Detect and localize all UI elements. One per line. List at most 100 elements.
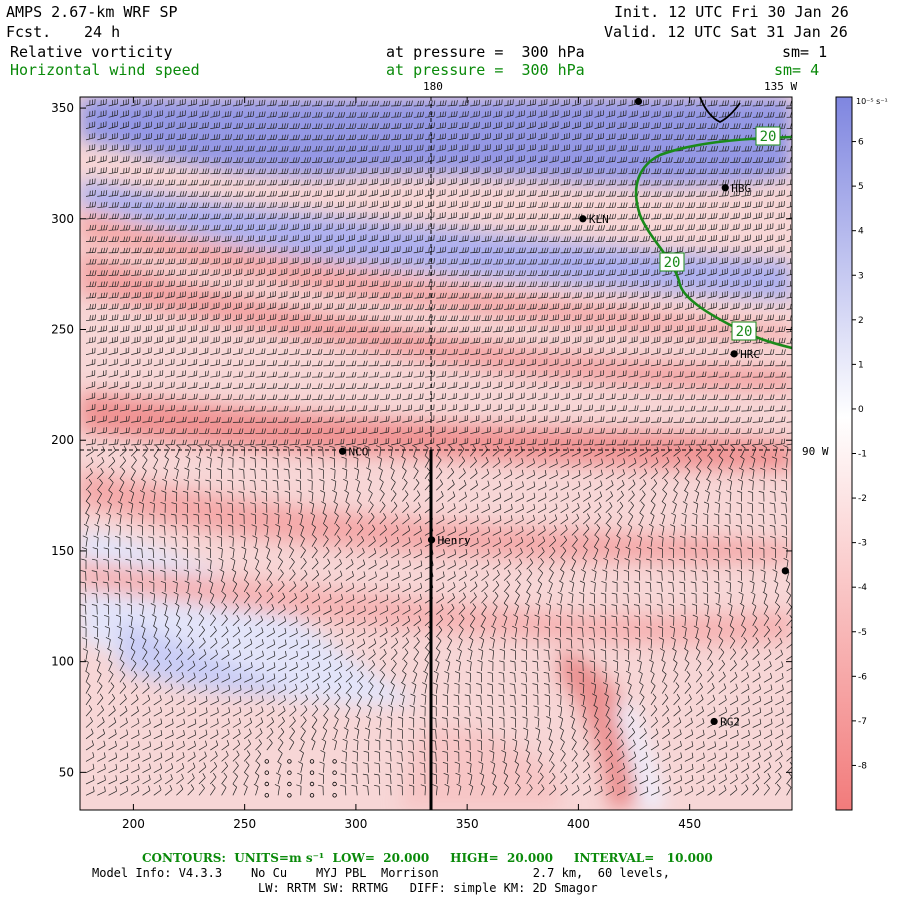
wind-barb	[311, 256, 322, 265]
wind-barb	[323, 145, 334, 152]
wind-barb	[311, 349, 323, 355]
wind-barb	[318, 784, 324, 796]
wind-barb	[413, 404, 424, 412]
wind-barb	[549, 292, 560, 299]
wind-barb	[490, 761, 496, 773]
wind-barb	[424, 177, 435, 186]
wind-barb	[594, 750, 602, 762]
wind-barb	[514, 602, 519, 615]
wind-barb	[323, 558, 331, 570]
wind-barb	[97, 404, 107, 412]
wind-barb	[221, 235, 232, 242]
wind-barb	[447, 392, 458, 401]
wind-barb	[198, 133, 209, 141]
wind-barb	[684, 741, 694, 751]
wind-barb	[357, 605, 366, 615]
wind-barb	[368, 605, 377, 615]
wind-barb	[487, 694, 494, 705]
wind-barb	[119, 752, 129, 762]
wind-barb	[176, 213, 187, 220]
wind-barb	[763, 234, 774, 242]
wind-barb	[746, 525, 754, 536]
wind-barb	[198, 428, 210, 435]
station-dot	[634, 97, 643, 106]
wind-barb	[684, 348, 695, 355]
wind-barb	[503, 526, 513, 536]
wind-barb	[447, 370, 458, 378]
wind-barb	[718, 336, 729, 344]
wind-barb	[718, 730, 728, 740]
wind-barb	[97, 392, 107, 401]
wind-barb	[673, 347, 684, 355]
wind-barb	[368, 404, 379, 412]
wind-barb	[436, 144, 446, 152]
wind-barb	[623, 569, 629, 581]
wind-barb	[703, 603, 709, 615]
wind-barb	[239, 445, 245, 457]
wind-barb	[481, 304, 492, 310]
wind-barb	[300, 268, 310, 276]
wind-barb	[221, 707, 231, 717]
wind-barb	[526, 370, 536, 378]
wind-barb	[390, 571, 400, 581]
wind-barb	[481, 426, 491, 435]
wind-barb	[402, 605, 411, 615]
wind-barb	[470, 270, 481, 276]
wind-barb	[537, 314, 548, 322]
wind-barb	[718, 428, 730, 435]
wind-barb	[707, 336, 718, 344]
wind-barb	[186, 444, 192, 457]
wind-barb	[164, 455, 169, 468]
wind-barb	[560, 325, 571, 333]
wind-barb	[278, 313, 288, 322]
wind-barb	[289, 257, 299, 265]
wind-barb	[741, 348, 752, 355]
wind-barb	[492, 189, 503, 197]
wind-barb	[195, 569, 201, 581]
wind-barb	[232, 157, 244, 163]
wind-barb	[657, 547, 663, 559]
wind-barb	[424, 211, 435, 220]
wind-barb	[311, 291, 322, 299]
wind-barb	[402, 571, 411, 581]
wind-barb	[555, 638, 561, 649]
wind-barb	[454, 761, 460, 773]
wind-barb	[762, 591, 768, 604]
wind-barb	[736, 502, 742, 513]
wind-barb	[673, 659, 678, 672]
wind-barb	[210, 291, 220, 299]
wind-barb	[600, 638, 607, 649]
wind-barb	[537, 281, 549, 288]
wind-barb	[344, 489, 349, 502]
wind-barb	[684, 752, 694, 762]
wind-barb	[357, 594, 366, 604]
wind-barb	[726, 592, 732, 604]
wind-barb	[481, 270, 492, 276]
wind-barb	[164, 707, 174, 717]
wind-barb	[684, 336, 695, 344]
y-tick-label: 250	[51, 323, 74, 337]
wind-barb	[492, 359, 503, 367]
wind-barb	[142, 144, 153, 152]
wind-barb	[786, 735, 792, 740]
wind-barb	[673, 235, 684, 242]
wind-barb	[244, 650, 253, 661]
wind-barb	[254, 557, 260, 570]
wind-barb	[142, 190, 153, 197]
valid-time: Valid. 12 UTC Sat 31 Jan 26	[604, 23, 848, 41]
wind-barb	[662, 382, 673, 389]
wind-barb	[198, 359, 209, 367]
wind-barb	[390, 513, 399, 525]
wind-barb	[345, 628, 355, 638]
wind-barb	[707, 245, 717, 254]
wind-barb	[311, 616, 321, 627]
wind-barb	[488, 660, 494, 672]
wind-barb	[329, 445, 335, 457]
wind-barb	[164, 444, 170, 457]
wind-barb	[729, 671, 738, 683]
wind-barb	[187, 428, 199, 435]
wind-barb	[238, 479, 245, 491]
wind-barb	[515, 189, 526, 197]
wind-barb	[624, 648, 630, 660]
wind-barb	[311, 558, 319, 570]
